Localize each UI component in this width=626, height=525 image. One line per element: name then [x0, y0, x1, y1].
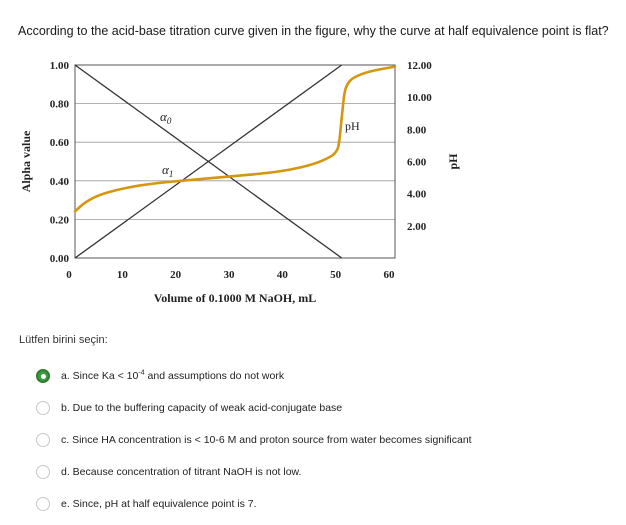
- radio-selected-dot: [40, 373, 46, 379]
- alpha0-subscript: 0: [167, 116, 172, 126]
- chart-labels: Volume of 0.1000 M NaOH, mL Alpha value pH…: [19, 109, 460, 305]
- chart-grid: [74, 64, 396, 259]
- answer-prompt: Lütfen birini seçin:: [19, 334, 108, 346]
- y-tick-right: 10.00: [407, 92, 432, 104]
- option-e-radio[interactable]: [36, 497, 50, 511]
- option-c[interactable]: c. Since HA concentration is < 10-6 M an…: [36, 424, 616, 456]
- alpha1-annotation: α1: [162, 162, 173, 179]
- y-tick-right: 8.00: [407, 124, 427, 136]
- option-c-label[interactable]: c. Since HA concentration is < 10-6 M an…: [61, 434, 472, 446]
- option-a-label-post: and assumptions do not work: [144, 370, 285, 382]
- option-a[interactable]: a. Since Ka < 10-4 and assumptions do no…: [36, 360, 616, 392]
- alpha1-subscript: 1: [169, 169, 174, 179]
- y-axis-title-left: Alpha value: [19, 130, 33, 192]
- y-tick-right: 6.00: [407, 157, 427, 169]
- option-d-radio[interactable]: [36, 465, 50, 479]
- y-tick-left: 0.40: [50, 176, 70, 188]
- option-b-label[interactable]: b. Due to the buffering capacity of weak…: [61, 402, 343, 414]
- option-a-radio[interactable]: [36, 369, 50, 383]
- y-tick-left: 0.80: [50, 99, 70, 111]
- y-tick-left: 0.60: [50, 137, 70, 149]
- alpha0-annotation: α0: [160, 109, 172, 126]
- x-tick: 60: [384, 269, 396, 281]
- chart-ticks: 0.00 0.20 0.40 0.60 0.80 1.00 2.00 4.00 6.00 8.00…: [50, 60, 433, 281]
- option-d[interactable]: d. Because concentration of titrant NaOH…: [36, 456, 616, 488]
- x-tick: 50: [330, 269, 342, 281]
- y-axis-title-right: pH: [446, 153, 460, 170]
- option-d-label[interactable]: d. Because concentration of titrant NaOH…: [61, 466, 302, 478]
- titration-chart: 0.00 0.20 0.40 0.60 0.80 1.00 2.00 4.00 6.00 8.00…: [19, 60, 460, 305]
- option-e-label[interactable]: e. Since, pH at half equivalence point i…: [61, 498, 257, 510]
- option-a-label-pre: a. Since Ka < 10: [61, 370, 139, 382]
- x-axis-title: Volume of 0.1000 M NaOH, mL: [154, 291, 317, 305]
- ph-curve: [73, 65, 397, 213]
- y-tick-right: 2.00: [407, 221, 427, 233]
- x-tick: 30: [224, 269, 236, 281]
- option-c-radio[interactable]: [36, 433, 50, 447]
- y-tick-right: 4.00: [407, 189, 427, 201]
- y-tick-left: 1.00: [50, 60, 70, 72]
- ph-curve-annotation: pH: [345, 119, 360, 133]
- option-b-radio[interactable]: [36, 401, 50, 415]
- question-text: According to the acid-base titration cur…: [18, 24, 609, 38]
- option-a-label-sup: -4: [138, 369, 145, 377]
- x-tick: 0: [66, 269, 72, 281]
- y-tick-left: 0.00: [50, 253, 70, 265]
- x-tick: 40: [277, 269, 289, 281]
- answer-options: a. Since Ka < 10-4 and assumptions do no…: [36, 360, 616, 520]
- chart-series: [73, 64, 397, 259]
- x-tick: 20: [170, 269, 182, 281]
- x-tick: 10: [117, 269, 129, 281]
- plot-frame: [74, 64, 396, 259]
- option-a-label[interactable]: a. Since Ka < 10-4 and assumptions do no…: [61, 369, 285, 383]
- option-b[interactable]: b. Due to the buffering capacity of weak…: [36, 392, 616, 424]
- y-tick-right: 12.00: [407, 60, 432, 72]
- alpha-line-1: [74, 64, 343, 259]
- y-tick-left: 0.20: [50, 214, 70, 226]
- option-e[interactable]: e. Since, pH at half equivalence point i…: [36, 488, 616, 520]
